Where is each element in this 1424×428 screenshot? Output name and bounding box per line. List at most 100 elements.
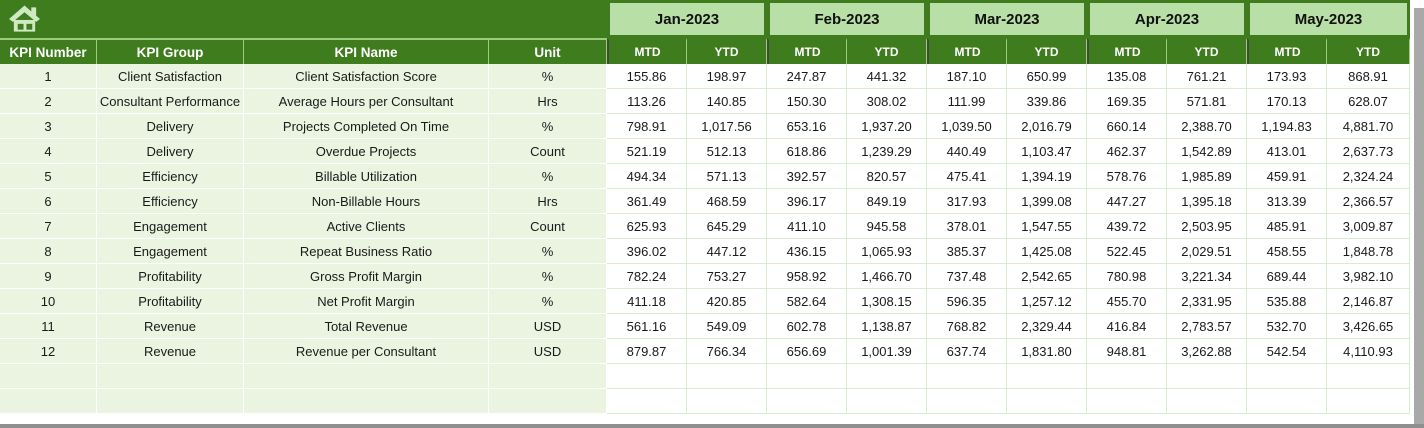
kpi-name-cell[interactable]: Total Revenue: [244, 314, 489, 339]
value-cell[interactable]: 420.85: [687, 289, 767, 314]
value-cell[interactable]: 3,426.65: [1327, 314, 1410, 339]
empty-value-cell[interactable]: [1007, 364, 1087, 389]
empty-value-cell[interactable]: [767, 364, 847, 389]
value-cell[interactable]: 187.10: [927, 64, 1007, 89]
value-cell[interactable]: 820.57: [847, 164, 927, 189]
column-header-kpi-group[interactable]: KPI Group: [97, 38, 244, 64]
value-cell[interactable]: 1,937.20: [847, 114, 927, 139]
value-cell[interactable]: 247.87: [767, 64, 847, 89]
value-cell[interactable]: 113.26: [607, 89, 687, 114]
value-cell[interactable]: 945.58: [847, 214, 927, 239]
value-cell[interactable]: 1,831.80: [1007, 339, 1087, 364]
column-header-kpi-number[interactable]: KPI Number: [0, 38, 97, 64]
value-cell[interactable]: 416.84: [1087, 314, 1167, 339]
empty-label-cell[interactable]: [244, 389, 489, 414]
empty-label-cell[interactable]: [97, 364, 244, 389]
empty-value-cell[interactable]: [1167, 364, 1247, 389]
value-cell[interactable]: 396.02: [607, 239, 687, 264]
kpi-group-cell[interactable]: Efficiency: [97, 164, 244, 189]
unit-cell[interactable]: Hrs: [489, 189, 607, 214]
kpi-name-cell[interactable]: Average Hours per Consultant: [244, 89, 489, 114]
kpi-number-cell[interactable]: 6: [0, 189, 97, 214]
value-cell[interactable]: 653.16: [767, 114, 847, 139]
value-cell[interactable]: 494.34: [607, 164, 687, 189]
empty-value-cell[interactable]: [607, 389, 687, 414]
subheader-ytd[interactable]: YTD: [1167, 38, 1247, 64]
unit-cell[interactable]: USD: [489, 314, 607, 339]
value-cell[interactable]: 2,331.95: [1167, 289, 1247, 314]
value-cell[interactable]: 650.99: [1007, 64, 1087, 89]
value-cell[interactable]: 1,425.08: [1007, 239, 1087, 264]
kpi-group-cell[interactable]: Consultant Performance: [97, 89, 244, 114]
value-cell[interactable]: 1,542.89: [1167, 139, 1247, 164]
empty-label-cell[interactable]: [244, 364, 489, 389]
month-header-apr-2023[interactable]: Apr-2023: [1087, 0, 1247, 38]
empty-value-cell[interactable]: [1087, 364, 1167, 389]
kpi-name-cell[interactable]: Billable Utilization: [244, 164, 489, 189]
unit-cell[interactable]: USD: [489, 339, 607, 364]
value-cell[interactable]: 2,366.57: [1327, 189, 1410, 214]
empty-value-cell[interactable]: [1327, 389, 1410, 414]
kpi-number-cell[interactable]: 9: [0, 264, 97, 289]
unit-cell[interactable]: %: [489, 64, 607, 89]
value-cell[interactable]: 140.85: [687, 89, 767, 114]
value-cell[interactable]: 3,982.10: [1327, 264, 1410, 289]
value-cell[interactable]: 111.99: [927, 89, 1007, 114]
value-cell[interactable]: 602.78: [767, 314, 847, 339]
kpi-name-cell[interactable]: Gross Profit Margin: [244, 264, 489, 289]
value-cell[interactable]: 173.93: [1247, 64, 1327, 89]
empty-label-cell[interactable]: [489, 389, 607, 414]
column-header-kpi-name[interactable]: KPI Name: [244, 38, 489, 64]
empty-value-cell[interactable]: [1087, 389, 1167, 414]
value-cell[interactable]: 761.21: [1167, 64, 1247, 89]
value-cell[interactable]: 596.35: [927, 289, 1007, 314]
unit-cell[interactable]: %: [489, 239, 607, 264]
value-cell[interactable]: 578.76: [1087, 164, 1167, 189]
subheader-ytd[interactable]: YTD: [1327, 38, 1410, 64]
month-header-mar-2023[interactable]: Mar-2023: [927, 0, 1087, 38]
value-cell[interactable]: 782.24: [607, 264, 687, 289]
subheader-ytd[interactable]: YTD: [1007, 38, 1087, 64]
unit-cell[interactable]: %: [489, 164, 607, 189]
unit-cell[interactable]: %: [489, 264, 607, 289]
kpi-number-cell[interactable]: 3: [0, 114, 97, 139]
value-cell[interactable]: 1,257.12: [1007, 289, 1087, 314]
value-cell[interactable]: 2,029.51: [1167, 239, 1247, 264]
value-cell[interactable]: 447.27: [1087, 189, 1167, 214]
empty-value-cell[interactable]: [927, 364, 1007, 389]
value-cell[interactable]: 798.91: [607, 114, 687, 139]
kpi-group-cell[interactable]: Delivery: [97, 139, 244, 164]
empty-label-cell[interactable]: [97, 389, 244, 414]
value-cell[interactable]: 1,239.29: [847, 139, 927, 164]
value-cell[interactable]: 753.27: [687, 264, 767, 289]
kpi-group-cell[interactable]: Engagement: [97, 214, 244, 239]
value-cell[interactable]: 447.12: [687, 239, 767, 264]
value-cell[interactable]: 958.92: [767, 264, 847, 289]
value-cell[interactable]: 1,103.47: [1007, 139, 1087, 164]
value-cell[interactable]: 459.91: [1247, 164, 1327, 189]
value-cell[interactable]: 1,985.89: [1167, 164, 1247, 189]
kpi-name-cell[interactable]: Repeat Business Ratio: [244, 239, 489, 264]
value-cell[interactable]: 135.08: [1087, 64, 1167, 89]
unit-cell[interactable]: Hrs: [489, 89, 607, 114]
value-cell[interactable]: 549.09: [687, 314, 767, 339]
kpi-group-cell[interactable]: Profitability: [97, 289, 244, 314]
value-cell[interactable]: 1,395.18: [1167, 189, 1247, 214]
kpi-group-cell[interactable]: Revenue: [97, 314, 244, 339]
kpi-number-cell[interactable]: 7: [0, 214, 97, 239]
value-cell[interactable]: 948.81: [1087, 339, 1167, 364]
kpi-name-cell[interactable]: Non-Billable Hours: [244, 189, 489, 214]
value-cell[interactable]: 1,547.55: [1007, 214, 1087, 239]
value-cell[interactable]: 768.82: [927, 314, 1007, 339]
value-cell[interactable]: 150.30: [767, 89, 847, 114]
subheader-ytd[interactable]: YTD: [687, 38, 767, 64]
kpi-number-cell[interactable]: 12: [0, 339, 97, 364]
value-cell[interactable]: 392.57: [767, 164, 847, 189]
empty-value-cell[interactable]: [687, 389, 767, 414]
value-cell[interactable]: 2,542.65: [1007, 264, 1087, 289]
kpi-number-cell[interactable]: 2: [0, 89, 97, 114]
subheader-ytd[interactable]: YTD: [847, 38, 927, 64]
value-cell[interactable]: 2,016.79: [1007, 114, 1087, 139]
value-cell[interactable]: 317.93: [927, 189, 1007, 214]
column-header-unit[interactable]: Unit: [489, 38, 607, 64]
